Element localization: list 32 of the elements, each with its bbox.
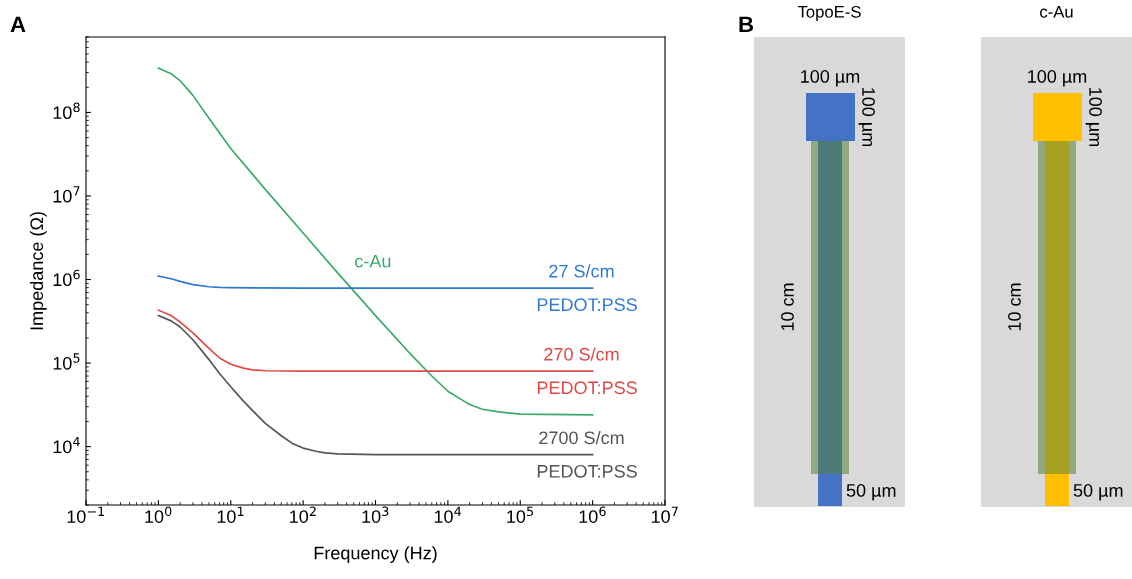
x-tick-label: 10$^{5}$ — [507, 506, 533, 523]
series-label: 27 S/cm PEDOT:PSS — [537, 264, 637, 312]
text: 100 µm — [858, 88, 875, 147]
text: 100 µm — [1085, 88, 1102, 147]
text: TopoE-S — [797, 5, 861, 22]
series-label: 270 S/cm PEDOT:PSS — [537, 347, 637, 395]
text: 100 µm — [1028, 70, 1087, 87]
x-tick-label: 10$^{1}$ — [217, 506, 244, 523]
x-tick-label: 10$^{3}$ — [362, 506, 389, 523]
x-tick-label: 10$^{7}$ — [651, 506, 678, 523]
y-tick-label: 10$^{7}$ — [53, 186, 80, 203]
x-tick-label: 10$^{2}$ — [290, 506, 316, 523]
text: A — [10, 16, 26, 32]
y-tick-label: 10$^{5}$ — [53, 353, 80, 370]
y-axis-title: Impedance (Ω) — [29, 212, 47, 330]
text: 50 µm — [1073, 484, 1123, 501]
text: 10 cm — [1008, 283, 1021, 331]
series-label: 2700 S/cm PEDOT:PSS — [537, 430, 637, 478]
text: c-Au — [1040, 6, 1073, 18]
text: 100 µm — [801, 70, 860, 87]
x-tick-label: 10$^{4}$ — [434, 506, 462, 523]
text: 50 µm — [846, 484, 896, 501]
x-tick-label: 10$^{−1}$ — [67, 506, 104, 523]
x-tick-label: 10$^{0}$ — [145, 506, 172, 523]
y-tick-label: 10$^{6}$ — [53, 269, 80, 287]
series-label: c-Au — [355, 254, 391, 268]
y-tick-label: 10$^{4}$ — [53, 436, 80, 454]
y-tick-label: 10$^{8}$ — [53, 102, 80, 120]
x-axis-title: Frequency (Hz) — [314, 546, 437, 563]
text: 10 cm — [781, 283, 794, 331]
text: B — [739, 16, 754, 32]
x-tick-label: 10$^{6}$ — [579, 506, 606, 523]
